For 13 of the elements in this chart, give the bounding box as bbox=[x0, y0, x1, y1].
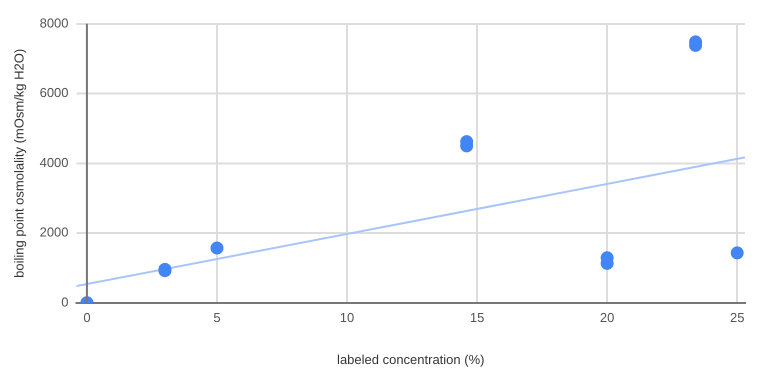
y-tick-label: 6000 bbox=[40, 85, 69, 100]
x-tick-label: 0 bbox=[83, 310, 91, 326]
y-axis-title: boiling point osmolality (mOsm/kg H2O) bbox=[11, 48, 26, 278]
y-tick-label: 8000 bbox=[40, 15, 69, 30]
x-tick-label: 15 bbox=[470, 310, 484, 326]
y-tick-label: 0 bbox=[61, 294, 69, 310]
x-axis-title: labeled concentration (%) bbox=[337, 352, 484, 367]
x-tick-label: 10 bbox=[340, 310, 354, 326]
x-tick-label: 20 bbox=[600, 310, 614, 326]
x-tick-label: 25 bbox=[730, 310, 744, 326]
y-tick-label: 4000 bbox=[40, 154, 69, 170]
y-tick-label: 2000 bbox=[40, 224, 69, 240]
x-tick-label: 5 bbox=[213, 310, 221, 326]
